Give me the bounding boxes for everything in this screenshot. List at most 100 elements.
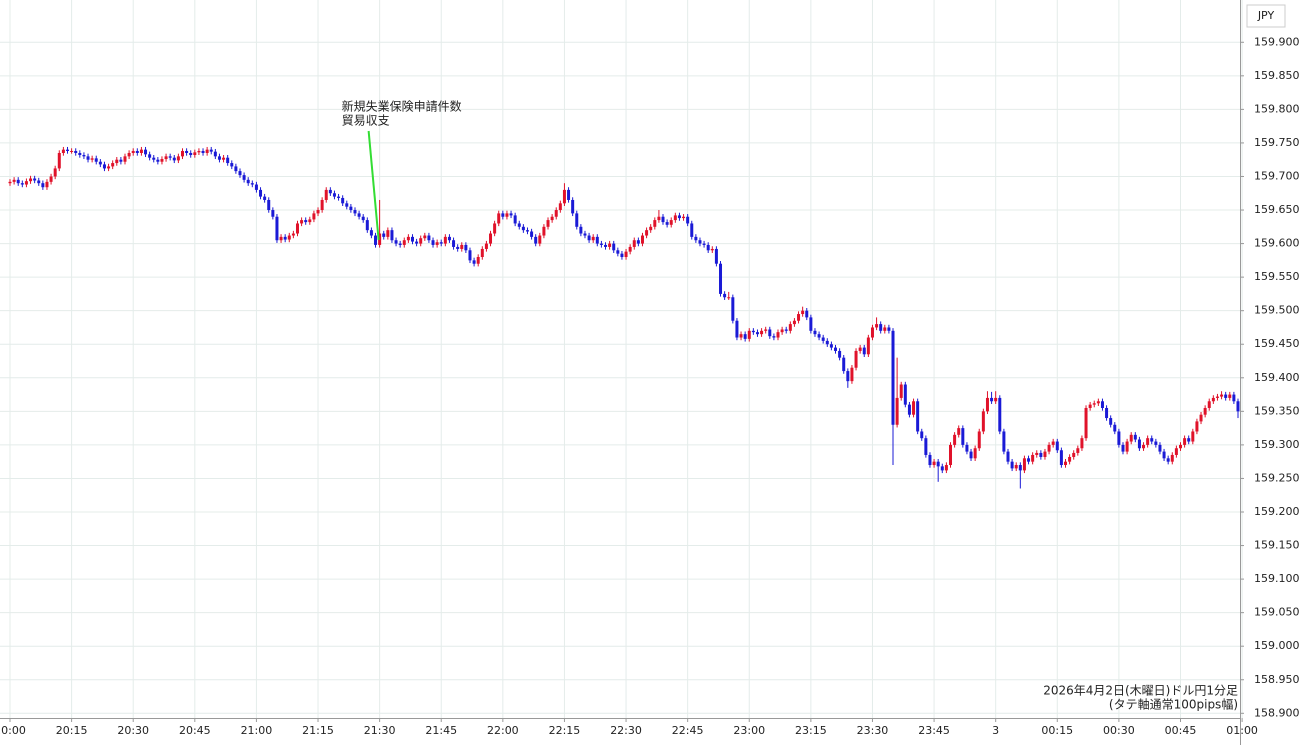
- candle-body: [460, 244, 464, 249]
- candle-body: [854, 350, 858, 368]
- candle-body: [723, 293, 727, 298]
- candle-body: [1088, 404, 1092, 408]
- candle-body: [148, 154, 152, 158]
- candle-body: [677, 215, 681, 219]
- candle-body: [1195, 421, 1199, 432]
- candle-body: [879, 324, 883, 331]
- candle-body: [217, 156, 221, 160]
- candle-body: [595, 236, 599, 244]
- x-tick-label: 20:15: [56, 724, 88, 737]
- candle-body: [714, 248, 718, 264]
- candle-body: [464, 244, 468, 251]
- candle-body: [180, 150, 184, 157]
- candle-body: [1137, 439, 1141, 449]
- candle-body: [70, 150, 74, 152]
- candle-body: [1014, 465, 1018, 469]
- candle-body: [509, 213, 513, 216]
- candle-body: [751, 330, 755, 333]
- candle-body: [501, 213, 505, 217]
- candle-body: [164, 156, 168, 160]
- candle-body: [378, 233, 382, 245]
- y-tick-label: 159.400: [1254, 371, 1300, 384]
- candle-body: [809, 317, 813, 331]
- y-tick-label: 159.150: [1254, 539, 1300, 552]
- candle-body: [1178, 444, 1182, 449]
- candle-body: [907, 404, 911, 415]
- candle-body: [1228, 394, 1232, 398]
- candle-body: [222, 157, 226, 160]
- y-tick-label: 159.450: [1254, 337, 1300, 350]
- candle-body: [990, 397, 994, 402]
- candle-body: [813, 330, 817, 335]
- candle-body: [82, 155, 86, 157]
- candle-body: [932, 461, 936, 466]
- candle-body: [1113, 424, 1117, 432]
- candle-body: [361, 216, 365, 221]
- x-tick-label: 21:15: [302, 724, 334, 737]
- y-tick-label: 159.100: [1254, 572, 1300, 585]
- x-tick-label: 21:45: [425, 724, 457, 737]
- candle-body: [550, 216, 554, 221]
- candle-body: [944, 465, 948, 471]
- candle-body: [587, 235, 591, 241]
- candle-body: [246, 179, 250, 184]
- candle-body: [1154, 441, 1158, 445]
- candle-body: [1158, 444, 1162, 452]
- candle-body: [755, 332, 759, 335]
- candles: [8, 146, 1240, 489]
- currency-box: [1246, 4, 1286, 28]
- candle-body: [152, 157, 156, 160]
- candle-body: [554, 210, 558, 217]
- candle-body: [1010, 461, 1014, 469]
- candle-body: [1059, 450, 1063, 466]
- candle-body: [1133, 434, 1137, 440]
- candle-body: [1232, 394, 1236, 402]
- candle-body: [197, 150, 201, 153]
- candle-body: [965, 444, 969, 452]
- candle-body: [731, 297, 735, 321]
- candle-body: [1109, 418, 1113, 425]
- candle-body: [895, 397, 899, 425]
- candle-body: [489, 233, 493, 244]
- y-tick-label: 159.500: [1254, 304, 1300, 317]
- candle-body: [365, 220, 369, 231]
- candle-body: [24, 181, 28, 185]
- candle-body: [1055, 441, 1059, 451]
- candle-body: [1100, 401, 1104, 408]
- candle-body: [41, 183, 45, 188]
- candle-body: [201, 150, 205, 153]
- annotation-text: 貿易収支: [342, 114, 390, 128]
- candle-body: [784, 329, 788, 331]
- candle-body: [1076, 448, 1080, 453]
- candle-body: [1215, 396, 1219, 398]
- x-tick-label: 22:00: [487, 724, 519, 737]
- candle-body: [583, 233, 587, 236]
- candle-body: [957, 428, 961, 435]
- x-tick-label: 22:45: [672, 724, 704, 737]
- candle-body: [534, 236, 538, 244]
- candle-body: [1220, 394, 1224, 397]
- candle-body: [686, 216, 690, 224]
- candle-body: [435, 242, 439, 245]
- candle-body: [131, 150, 135, 153]
- candle-body: [850, 367, 854, 382]
- candle-body: [1068, 456, 1072, 462]
- candle-body: [497, 213, 501, 224]
- candle-body: [792, 320, 796, 325]
- candle-body: [591, 236, 595, 241]
- candle-body: [259, 189, 263, 197]
- x-tick-label: 22:30: [610, 724, 642, 737]
- candle-body: [119, 159, 123, 162]
- candle-body: [513, 215, 517, 224]
- candle-body: [144, 149, 148, 155]
- candle-body: [320, 199, 324, 211]
- candle-body: [135, 150, 139, 153]
- candle-body: [238, 171, 242, 176]
- candle-body: [743, 334, 747, 339]
- candle-body: [94, 158, 98, 162]
- candle-body: [768, 329, 772, 337]
- candle-body: [636, 240, 640, 244]
- x-tick-label: 01:00: [1226, 724, 1258, 737]
- candle-body: [456, 246, 460, 249]
